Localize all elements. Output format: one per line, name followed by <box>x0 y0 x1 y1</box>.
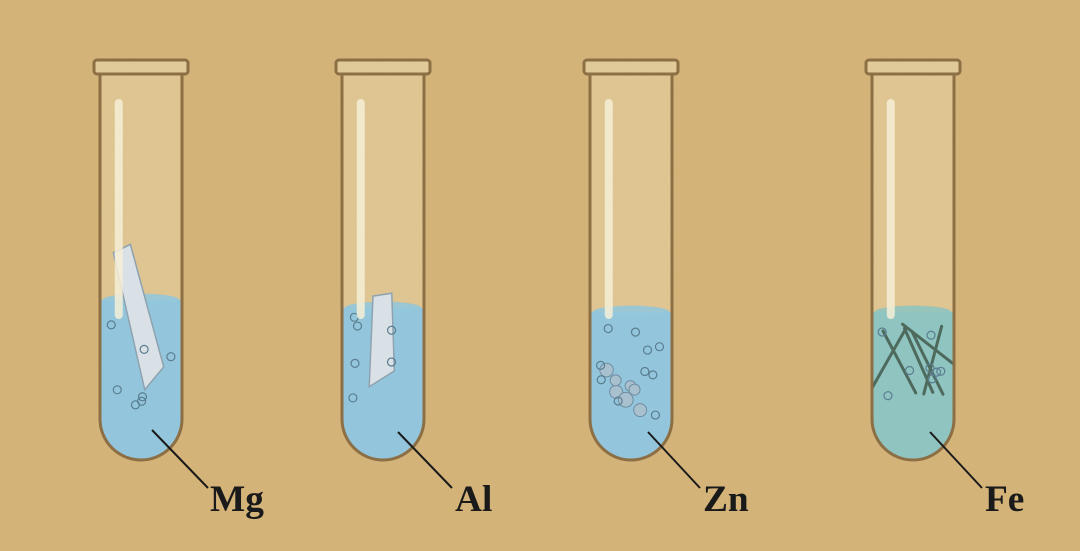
glass-highlight <box>887 99 895 319</box>
test-tube-zn <box>584 60 678 501</box>
tube-lip <box>866 60 960 74</box>
tube-lip <box>584 60 678 74</box>
test-tube-al <box>336 60 430 501</box>
tube-lip <box>336 60 430 74</box>
label-fe: Fe <box>985 478 1024 521</box>
label-zn: Zn <box>703 478 749 521</box>
label-mg: Mg <box>210 478 264 521</box>
liquid-surface <box>593 306 669 318</box>
test-tube-fe <box>866 60 960 501</box>
glass-highlight <box>115 99 123 319</box>
glass-highlight <box>605 99 613 319</box>
liquid-surface <box>875 306 951 318</box>
glass-highlight <box>357 99 365 319</box>
diagram-canvas <box>0 0 1080 551</box>
test-tube-mg <box>94 60 188 501</box>
label-al: Al <box>455 478 492 521</box>
tube-lip <box>94 60 188 74</box>
